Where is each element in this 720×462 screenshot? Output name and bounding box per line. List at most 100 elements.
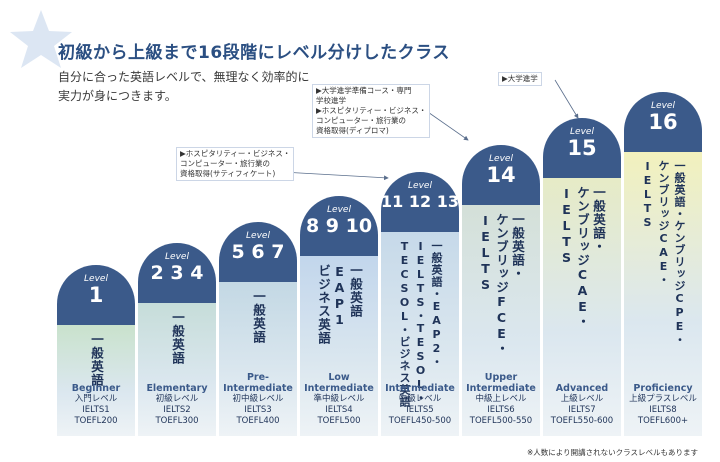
ielts-score: IELTS3 [244, 405, 272, 415]
level-cap: Level 11 12 13 [381, 172, 459, 232]
ielts-score: IELTS1 [82, 405, 110, 415]
level-label: Intermediate 中級レベル IELTS5 TOEFL450-500 [381, 372, 459, 427]
arrow-3 [554, 79, 579, 119]
level-number: 5 6 7 [231, 241, 285, 263]
ielts-score: IELTS8 [649, 405, 677, 415]
level-cap: Level 5 6 7 [219, 222, 297, 282]
note-university: ▶大学進学 [498, 72, 542, 86]
ielts-score: IELTS4 [325, 405, 353, 415]
level-label: Proficiency 上級プラスレベル IELTS8 TOEFL600+ [624, 372, 702, 427]
arrow-1 [281, 171, 389, 181]
course-text: TECSOL・ビジネス英語 [398, 240, 411, 408]
ielts-score: IELTS6 [487, 405, 515, 415]
level-body [138, 303, 216, 436]
course-text: 一般英語 [348, 264, 363, 318]
level-label: Elementary 初級レベル IELTS2 TOEFL300 [138, 372, 216, 427]
level-body [624, 152, 702, 436]
level-word: Level [651, 101, 675, 111]
footnote: ※人数により開講されないクラスレベルもあります [527, 448, 698, 457]
course-text: 一般英語 [251, 290, 266, 344]
level-number: 11 12 13 [381, 192, 459, 211]
level-number: 15 [567, 136, 597, 160]
course-text: IELTS [559, 186, 574, 266]
level-english: Upper [484, 372, 518, 383]
level-english: Beginner [71, 383, 121, 394]
level-column: Level 8 9 10 一般英語 EAP1 ビジネス英語 Low Intermediate… [300, 196, 378, 436]
toefl-score: TOEFL550-600 [550, 416, 614, 426]
level-japanese: 初級レベル [155, 394, 199, 404]
level-japanese: 中級レベル [398, 394, 442, 404]
level-column: Level 5 6 7 一般英語 Pre- Intermediate 初中級レベル IELT… [219, 222, 297, 436]
course-text: IELTS [641, 160, 654, 230]
level-column: Level 14 一般英語・ ケンブリッジFCE・ IELTS Upper Intermed… [462, 145, 540, 436]
level-word: Level [165, 252, 189, 262]
course-text: ケンブリッジFCE・ [494, 213, 509, 356]
toefl-score: TOEFL500-550 [469, 416, 533, 426]
course-text: 一般英語・EAP2・ [430, 240, 443, 368]
toefl-score: TOEFL300 [155, 416, 199, 426]
ielts-score: IELTS5 [406, 405, 434, 415]
subtitle-line: 実力が身につきます。 [58, 89, 177, 103]
course-text: EAP1 [332, 264, 347, 328]
level-english: Proficiency [633, 383, 693, 394]
level-label: Upper Intermediate 中級上レベル IELTS6 TOEFL500-55… [462, 372, 540, 427]
note-certificate: ▶ホスピタリティー・ビジネス・ コンピューター・旅行業の 資格取得(サティフィケート… [176, 147, 295, 181]
course-text: 一般英語・ [591, 186, 606, 254]
level-number: 2 3 4 [150, 262, 204, 284]
level-body [462, 205, 540, 436]
page-title: 初級から上級まで16段階にレベル分けしたクラス [58, 43, 450, 63]
level-cap: Level 14 [462, 145, 540, 205]
level-number: 14 [486, 163, 516, 187]
level-english: Intermediate [385, 383, 455, 394]
toefl-score: TOEFL200 [74, 416, 118, 426]
level-japanese: 初中級レベル [232, 394, 284, 404]
level-english: Intermediate [466, 383, 536, 394]
level-body [543, 178, 621, 436]
level-label: Beginner 入門レベル IELTS1 TOEFL200 [57, 372, 135, 427]
level-word: Level [84, 274, 108, 284]
level-english: Elementary [146, 383, 208, 394]
level-body [300, 256, 378, 436]
arrow-2 [424, 109, 469, 141]
course-text: IELTS・TESOL・ [414, 240, 427, 404]
toefl-score: TOEFL500 [317, 416, 361, 426]
level-english: Advanced [555, 383, 609, 394]
course-text: ケンブリッジCAE・ [657, 160, 670, 286]
level-body [57, 325, 135, 436]
level-word: Level [246, 231, 270, 241]
level-body [219, 282, 297, 436]
level-japanese: 上級プラスレベル [629, 394, 697, 404]
level-label: Low Intermediate 準中級レベル IELTS4 TOEFL500 [300, 372, 378, 427]
subtitle-line: 自分に合った英語レベルで、無理なく効率的に [58, 70, 310, 84]
level-column: Level 15 一般英語・ ケンブリッジCAE・ IELTS Advanced 上級レベ… [543, 118, 621, 436]
level-word: Level [570, 127, 594, 137]
level-word: Level [327, 205, 351, 215]
level-english: Pre- [246, 372, 270, 383]
level-cap: Level 15 [543, 118, 621, 178]
course-text: 一般英語 [170, 311, 185, 365]
level-column: Level 11 12 13 一般英語・EAP2・ IELTS・TESOL・ TECSO… [381, 172, 459, 436]
subtitle: 自分に合った英語レベルで、無理なく効率的に 実力が身につきます。 [58, 68, 310, 106]
level-cap: Level 16 [624, 92, 702, 152]
level-word: Level [408, 181, 432, 191]
toefl-score: TOEFL450-500 [388, 416, 452, 426]
level-number: 8 9 10 [305, 215, 373, 237]
course-text: IELTS [478, 213, 493, 293]
level-column: Level 2 3 4 一般英語 Elementary 初級レベル IELTS2 TOEF… [138, 243, 216, 436]
level-cap: Level 8 9 10 [300, 196, 378, 256]
level-cap: Level 2 3 4 [138, 243, 216, 303]
course-text: ケンブリッジCAE・ [575, 186, 590, 329]
level-english: Intermediate [304, 383, 374, 394]
ielts-score: IELTS2 [163, 405, 191, 415]
course-text: 一般英語・ケンブリッジCPE・ [673, 160, 686, 346]
level-word: Level [489, 154, 513, 164]
level-japanese: 中級上レベル [475, 394, 527, 404]
level-english: Intermediate [223, 383, 293, 394]
level-label: Advanced 上級レベル IELTS7 TOEFL550-600 [543, 372, 621, 427]
level-column: Level 1 一般英語 Beginner 入門レベル IELTS1 TOEFL200 [57, 265, 135, 436]
toefl-score: TOEFL600+ [637, 416, 689, 426]
level-number: 1 [88, 283, 104, 307]
level-column: Level 16 一般英語・ケンブリッジCPE・ ケンブリッジCAE・ IELTS Pr… [624, 92, 702, 436]
